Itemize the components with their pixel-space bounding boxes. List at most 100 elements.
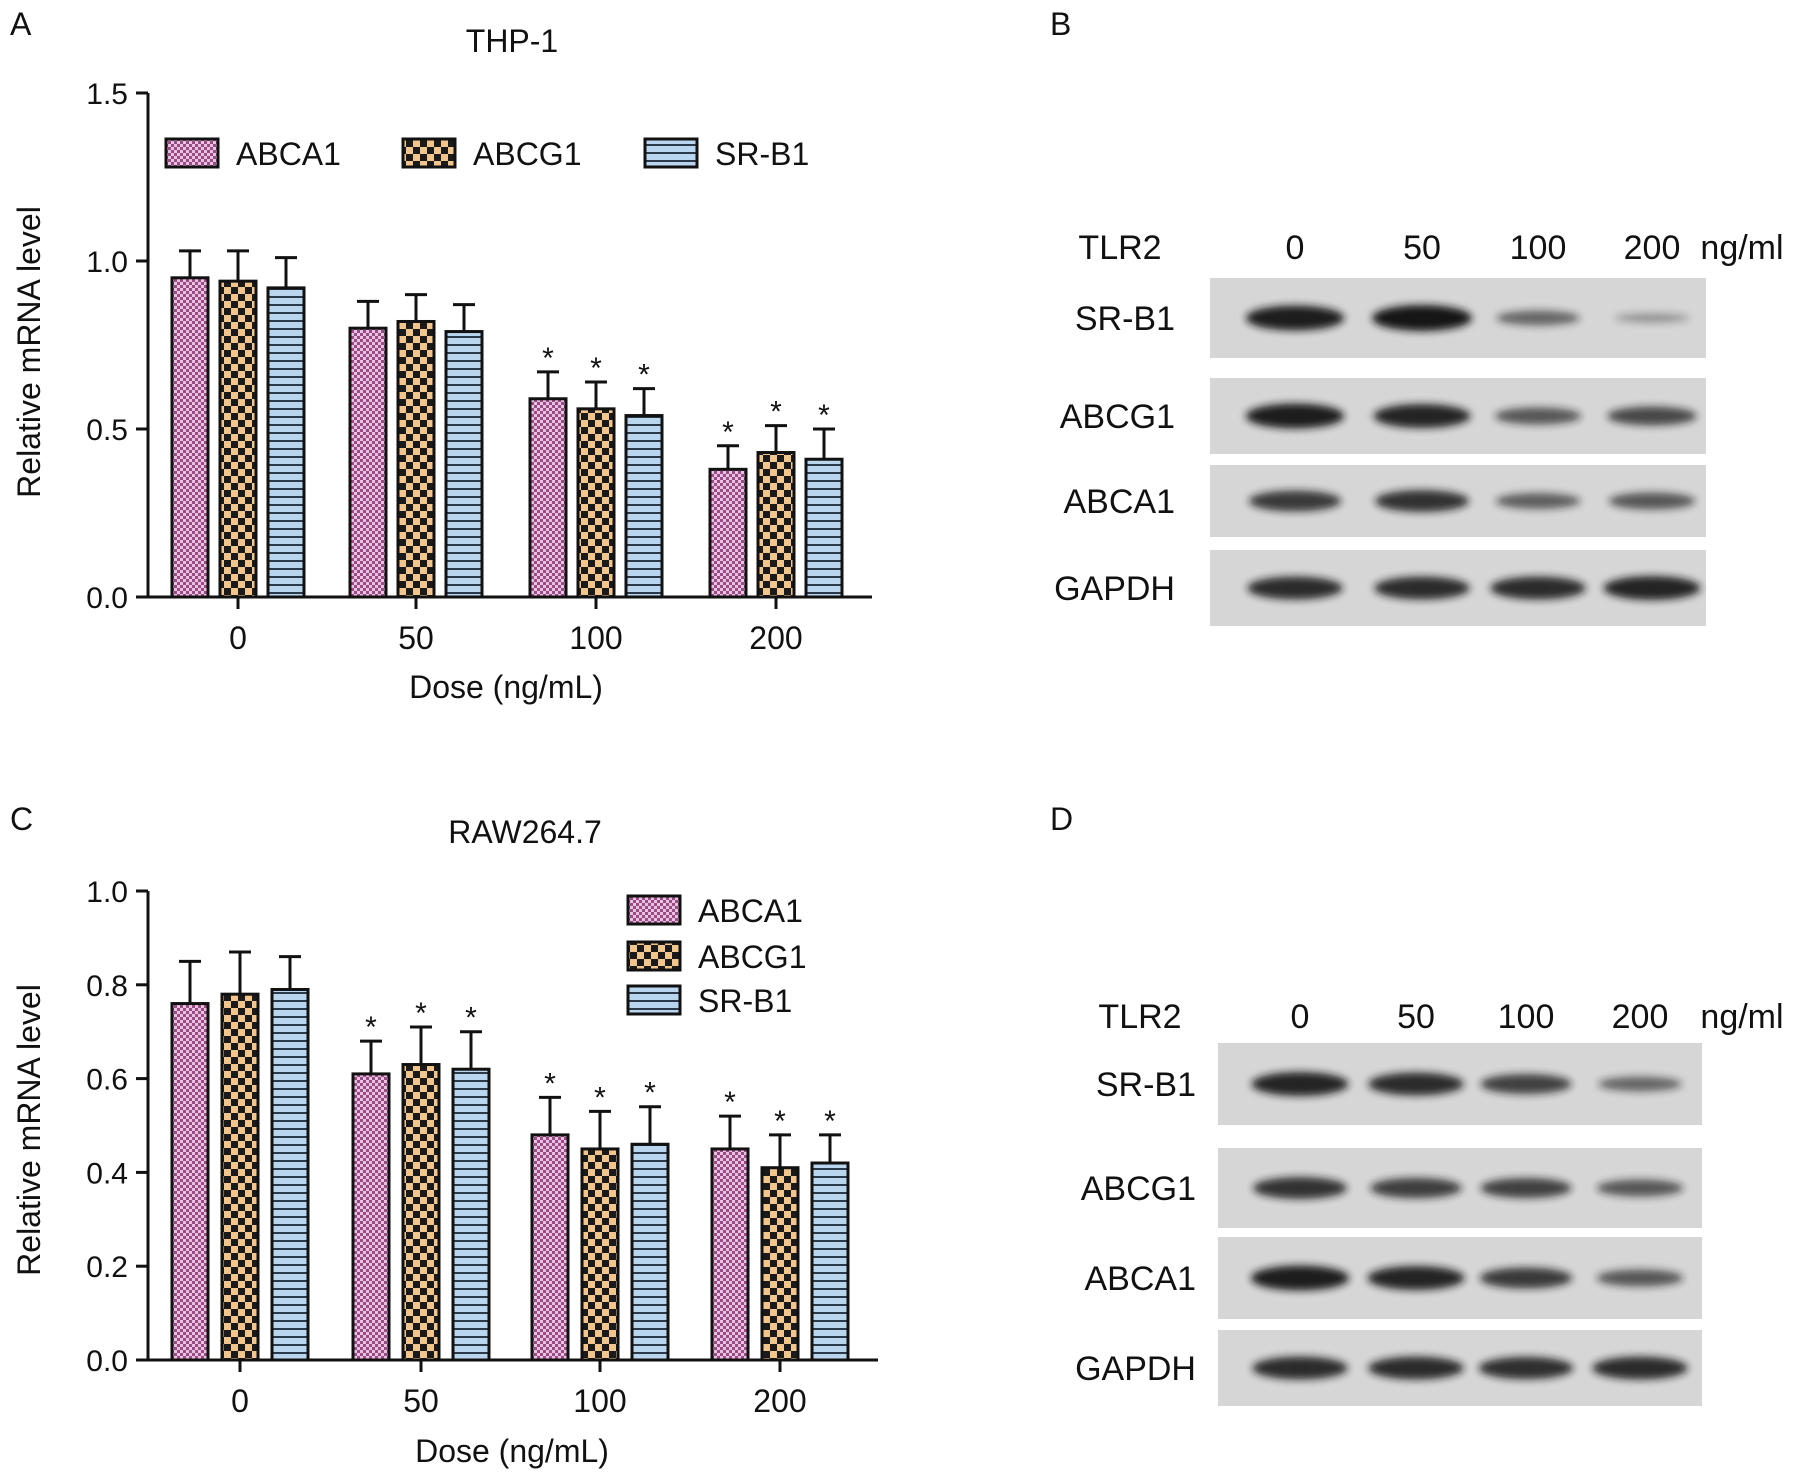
legend-swatch — [626, 894, 682, 926]
legend-label: ABCG1 — [473, 136, 581, 172]
x-tick-label: 200 — [753, 1383, 806, 1419]
legend-label: ABCA1 — [236, 136, 341, 172]
significance-marker: * — [544, 1067, 556, 1100]
protein-band — [1608, 492, 1696, 510]
dose-label: 0 — [1291, 998, 1310, 1036]
protein-band — [1251, 1072, 1349, 1096]
western-blot-b: TLR2 0 50 100 200 ng/ml SR-B1 ABCG1 ABCA1 GAPDH — [1054, 229, 1784, 626]
bar — [756, 451, 796, 599]
x-tick-label: 200 — [749, 620, 802, 656]
protein-band — [1478, 1356, 1574, 1380]
bar — [170, 276, 210, 599]
bar — [220, 992, 260, 1362]
blot-row-label: ABCG1 — [1060, 398, 1175, 436]
legend-swatch — [626, 940, 682, 972]
protein-band — [1367, 1266, 1465, 1290]
legend-swatch — [401, 137, 457, 169]
y-tick-label: 1.0 — [86, 246, 128, 279]
legend-swatch — [164, 137, 220, 169]
protein-band — [1374, 576, 1470, 600]
blot-row-label: ABCA1 — [1064, 483, 1176, 521]
panel-letter-a: A — [10, 6, 32, 42]
y-axis-label: Relative mRNA level — [11, 984, 47, 1276]
chart-title: THP-1 — [466, 23, 558, 59]
significance-marker: * — [415, 997, 427, 1030]
bar — [270, 987, 310, 1362]
chart-thp1: THP-1 Relative mRNA level Dose (ng/mL) 0… — [11, 23, 872, 705]
unit-label: ng/ml — [1700, 998, 1783, 1036]
legend-label: SR-B1 — [715, 136, 809, 172]
bar — [708, 467, 748, 599]
bar — [576, 407, 616, 599]
bar — [580, 1147, 620, 1362]
protein-band — [1253, 1177, 1347, 1199]
treatment-label: TLR2 — [1078, 229, 1161, 267]
panel-letter-b: B — [1050, 6, 1071, 42]
x-tick-label: 0 — [231, 1383, 249, 1419]
y-tick-label: 1.0 — [86, 876, 128, 909]
dose-label: 200 — [1612, 998, 1669, 1036]
protein-band — [1248, 490, 1342, 512]
bar — [451, 1067, 491, 1362]
bar — [528, 397, 568, 599]
western-blot-d: TLR2 0 50 100 200 ng/ml SR-B1 ABCG1 ABCA1 GAPDH — [1075, 998, 1784, 1406]
y-tick-label: 0.5 — [86, 414, 128, 447]
x-tick-label: 50 — [398, 620, 434, 656]
y-tick-label: 0.0 — [86, 582, 128, 615]
bar — [218, 279, 258, 599]
legend-label: ABCA1 — [698, 893, 803, 929]
blot-row-label: SR-B1 — [1096, 1066, 1196, 1104]
bar — [760, 1166, 800, 1362]
dose-label: 50 — [1403, 229, 1441, 267]
protein-band — [1479, 1267, 1573, 1289]
protein-band — [1596, 1269, 1684, 1287]
blot-row-label: ABCA1 — [1085, 1260, 1197, 1298]
protein-band — [1245, 305, 1345, 331]
significance-marker: * — [465, 1002, 477, 1035]
y-axis-label: Relative mRNA level — [11, 206, 47, 498]
significance-marker: * — [818, 399, 830, 432]
protein-band — [1598, 1076, 1682, 1092]
y-tick-label: 0.6 — [86, 1064, 128, 1097]
significance-marker: * — [365, 1011, 377, 1044]
significance-marker: * — [590, 352, 602, 385]
protein-band — [1614, 313, 1690, 323]
legend-swatch — [626, 984, 682, 1016]
dose-label: 100 — [1498, 998, 1555, 1036]
y-tick-label: 0.2 — [86, 1251, 128, 1284]
bar — [401, 1063, 441, 1362]
protein-band — [1370, 1177, 1462, 1199]
protein-band — [1375, 490, 1469, 512]
legend-swatch — [643, 137, 699, 169]
significance-marker: * — [722, 416, 734, 449]
y-tick-label: 0.4 — [86, 1157, 128, 1190]
y-tick-label: 0.8 — [86, 970, 128, 1003]
bar — [351, 1072, 391, 1362]
bar — [810, 1161, 850, 1362]
y-tick-label: 0.0 — [86, 1345, 128, 1378]
protein-band — [1480, 1178, 1572, 1198]
x-tick-label: 50 — [403, 1383, 439, 1419]
dose-label: 100 — [1510, 229, 1567, 267]
protein-band — [1596, 1179, 1684, 1197]
protein-band — [1490, 576, 1586, 600]
protein-band — [1252, 1356, 1348, 1380]
bar — [710, 1147, 750, 1362]
significance-marker: * — [770, 396, 782, 429]
bar — [444, 330, 484, 599]
protein-band — [1368, 1072, 1464, 1096]
dose-label: 200 — [1624, 229, 1681, 267]
blot-row-label: ABCG1 — [1081, 1170, 1196, 1208]
y-tick-label: 1.5 — [86, 78, 128, 111]
dose-label: 50 — [1397, 998, 1435, 1036]
bar — [266, 286, 306, 599]
protein-band — [1480, 1074, 1572, 1094]
bar — [396, 319, 436, 599]
blot-row-label: GAPDH — [1075, 1350, 1196, 1388]
legend-label: ABCG1 — [698, 939, 806, 975]
panel-letter-c: C — [10, 801, 33, 837]
bar — [804, 457, 844, 599]
blot-row-label: SR-B1 — [1075, 300, 1175, 338]
protein-band — [1592, 1356, 1688, 1380]
